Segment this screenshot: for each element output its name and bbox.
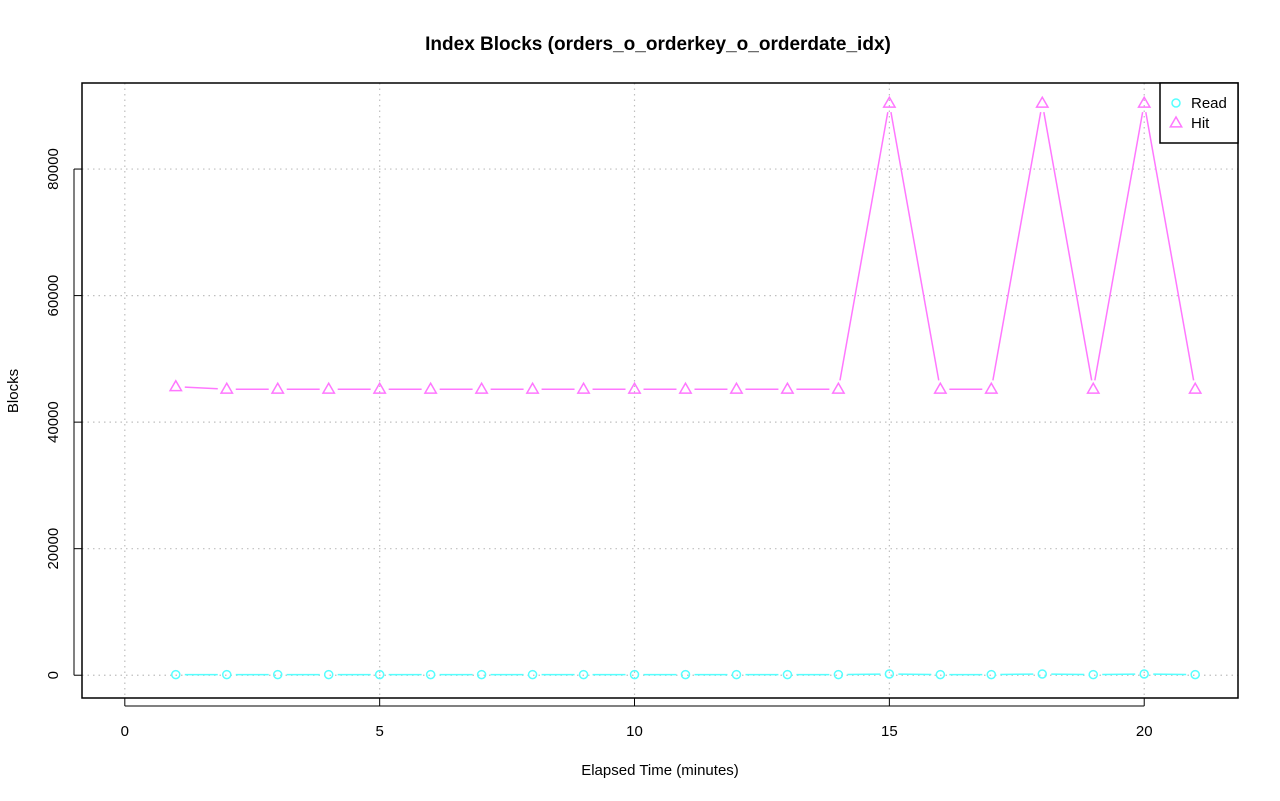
data-point-read — [680, 669, 691, 680]
legend: Read Hit — [1159, 82, 1239, 144]
data-point-hit — [1188, 381, 1203, 394]
data-point-read — [1139, 669, 1149, 679]
x-tick-label: 20 — [1136, 723, 1153, 740]
data-point-read — [425, 669, 436, 680]
data-point-read — [171, 669, 181, 680]
y-tick-label: 60000 — [45, 275, 62, 317]
series-line-segment — [992, 111, 1042, 381]
data-point-hit — [780, 381, 795, 394]
data-point-read — [222, 669, 232, 680]
data-point-hit — [525, 381, 540, 394]
y-tick-label: 80000 — [45, 148, 62, 190]
data-point-hit — [1137, 95, 1152, 108]
data-point-hit — [1086, 381, 1101, 394]
y-tick-label: 40000 — [45, 401, 62, 443]
data-point-hit — [627, 381, 642, 394]
legend-label-hit: Hit — [1191, 115, 1210, 132]
data-point-read — [884, 669, 895, 679]
data-point-hit — [933, 381, 948, 394]
series-hit — [168, 95, 1203, 394]
y-axis-label: Blocks — [5, 369, 22, 413]
data-point-hit — [729, 381, 744, 394]
data-point-hit — [321, 381, 336, 394]
data-point-hit — [474, 381, 489, 394]
data-point-hit — [576, 381, 591, 394]
legend-marker-read — [1171, 98, 1181, 108]
series-line-segment — [1094, 111, 1144, 381]
data-point-read — [272, 669, 283, 680]
data-point-hit — [270, 381, 285, 394]
x-axis-label: Elapsed Time (minutes) — [581, 762, 739, 779]
data-point-read — [578, 669, 589, 680]
grid — [82, 83, 1238, 698]
data-point-hit — [984, 381, 999, 394]
data-point-hit — [1035, 95, 1050, 108]
data-point-read — [782, 669, 793, 680]
data-point-read — [1037, 669, 1048, 679]
y-tick-label: 0 — [45, 671, 62, 679]
data-point-read — [527, 669, 538, 680]
data-point-hit — [423, 381, 438, 394]
data-point-read — [986, 669, 997, 680]
data-point-hit — [678, 381, 693, 394]
data-point-read — [731, 669, 742, 680]
series-read — [171, 669, 1200, 680]
data-point-hit — [831, 381, 846, 394]
series-line-segment — [1145, 111, 1195, 381]
x-tick-label: 10 — [626, 723, 643, 740]
x-tick-label: 0 — [121, 723, 129, 740]
data-point-hit — [882, 95, 897, 108]
plot-border — [81, 82, 1239, 699]
series-line-segment — [839, 111, 889, 381]
data-point-read — [629, 669, 640, 680]
series-group — [168, 95, 1203, 680]
data-point-hit — [219, 381, 234, 394]
data-point-hit — [168, 379, 183, 392]
x-axis: 0 5 10 15 20 — [121, 698, 1153, 740]
x-tick-label: 15 — [881, 723, 898, 740]
series-line-segment — [890, 111, 940, 381]
y-axis: 0 20000 40000 60000 80000 — [45, 148, 82, 679]
legend-marker-hit — [1169, 115, 1183, 128]
data-point-hit — [372, 381, 387, 394]
y-tick-label: 20000 — [45, 528, 62, 570]
series-line-segment — [184, 386, 218, 390]
data-point-read — [935, 669, 946, 680]
data-point-read — [833, 669, 844, 680]
chart-title: Index Blocks (orders_o_orderkey_o_orderd… — [425, 34, 891, 55]
legend-box — [1159, 82, 1239, 144]
series-line-segment — [1043, 111, 1093, 381]
legend-label-read: Read — [1191, 95, 1227, 112]
data-point-read — [476, 669, 487, 680]
data-point-read — [374, 669, 385, 680]
data-point-read — [1088, 669, 1098, 680]
x-tick-label: 5 — [375, 723, 383, 740]
data-point-read — [1190, 669, 1200, 680]
data-point-read — [323, 669, 334, 680]
